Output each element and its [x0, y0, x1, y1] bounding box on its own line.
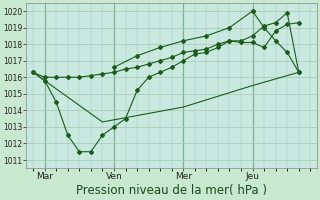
X-axis label: Pression niveau de la mer( hPa ): Pression niveau de la mer( hPa ): [76, 184, 267, 197]
